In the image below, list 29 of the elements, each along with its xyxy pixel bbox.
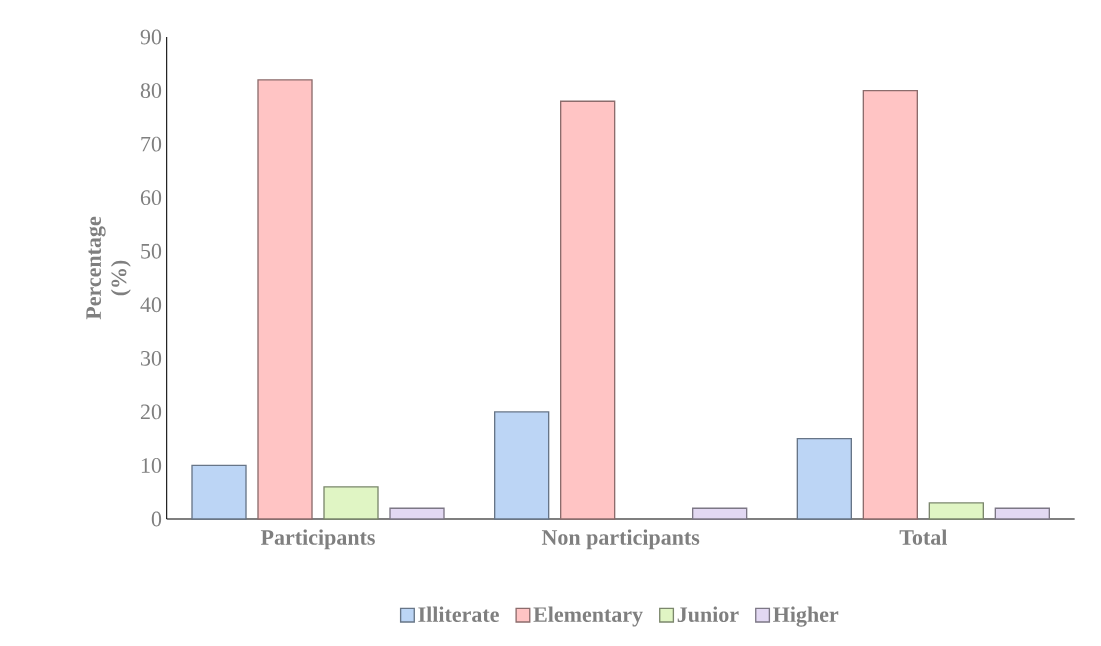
x-tick-label: Participants (260, 529, 375, 550)
y-tick-label: 40 (140, 297, 162, 313)
y-tick-label: 20 (140, 404, 162, 420)
y-tick-label: 10 (141, 458, 162, 473)
bar (560, 100, 616, 520)
bar (862, 89, 918, 520)
bar (494, 411, 550, 520)
y-tick-label: 30 (141, 350, 162, 366)
bar (691, 507, 748, 520)
y-tick-label: 60 (140, 190, 162, 206)
y-axis-title: Percentage (%) (86, 216, 131, 320)
x-tick-label: Non participants (541, 529, 700, 550)
legend-label: Illiterate (418, 606, 499, 622)
legend-label: Elementary (533, 606, 643, 627)
bar (389, 507, 445, 520)
bar (257, 79, 313, 520)
y-tick-label: 80 (140, 83, 162, 98)
legend-label: Junior (677, 606, 739, 623)
y-tick-label: 70 (141, 136, 162, 152)
bar (928, 502, 984, 520)
legend-label: Higher (773, 606, 839, 627)
bar (796, 437, 852, 520)
bar (323, 486, 379, 520)
y-tick-label: 50 (141, 243, 162, 259)
y-tick-label: 0 (151, 511, 162, 527)
y-tick-label: 90 (140, 29, 162, 45)
bar (994, 507, 1050, 520)
bar (191, 464, 247, 520)
x-tick-label: Total (899, 529, 948, 545)
